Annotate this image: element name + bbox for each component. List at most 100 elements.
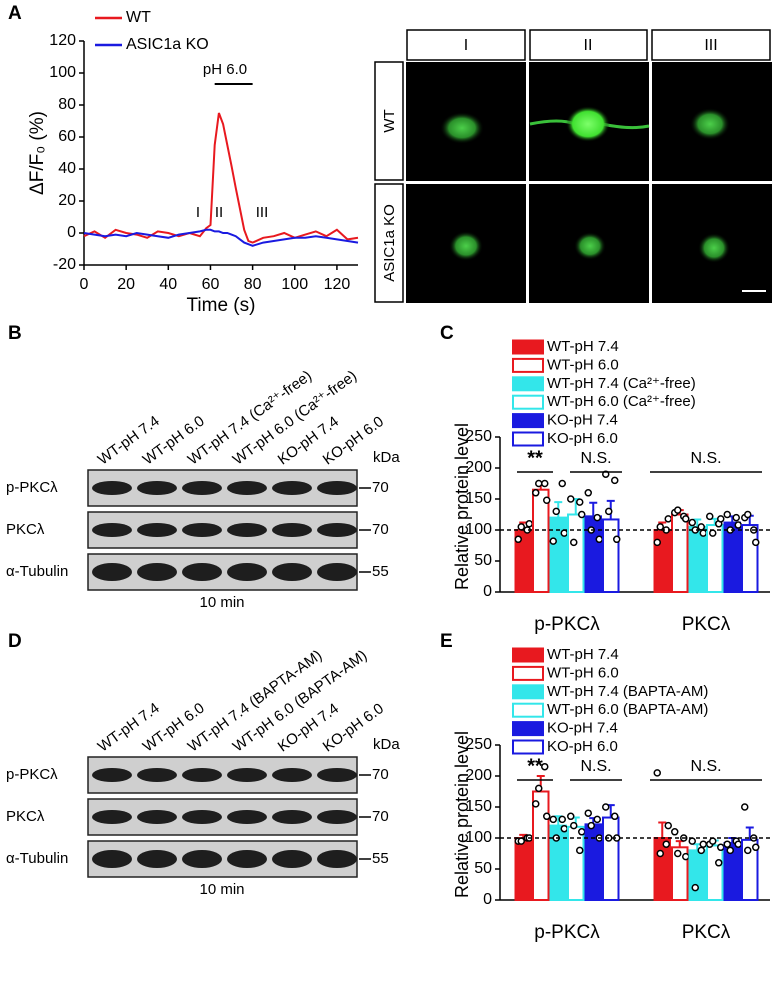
- column-header: II: [584, 37, 593, 54]
- data-point: [744, 510, 752, 519]
- data-point: [567, 495, 575, 503]
- y-tick-label: 50: [474, 860, 492, 877]
- blot-band: [92, 481, 132, 495]
- x-tick-label: PKCλ: [682, 614, 731, 635]
- blot-band: [137, 850, 177, 868]
- x-tick-label: 100: [281, 276, 308, 293]
- legend-swatch: [512, 339, 544, 355]
- blot-band: [92, 523, 132, 537]
- data-point: [549, 815, 557, 824]
- data-point: [595, 535, 603, 544]
- bar: [602, 816, 620, 901]
- mw-marker: 70: [372, 521, 389, 538]
- data-point: [611, 476, 619, 485]
- blot-band: [272, 563, 312, 581]
- panel-label: B: [8, 323, 22, 344]
- x-tick-label: 120: [324, 276, 351, 293]
- data-point: [570, 821, 578, 830]
- y-axis-label: ΔF/F₀ (%): [27, 111, 48, 195]
- micrographs: I II III WT ASIC1a KO: [374, 29, 772, 303]
- bar: [549, 516, 567, 593]
- data-point: [664, 821, 672, 830]
- bar: [532, 790, 550, 901]
- data-point: [699, 529, 707, 537]
- data-point: [682, 515, 690, 523]
- data-point: [613, 535, 621, 544]
- data-point: [578, 510, 586, 519]
- y-tick-label: -20: [53, 256, 76, 273]
- row-header: ASIC1a KO: [381, 204, 398, 282]
- row-header-box: [374, 61, 404, 181]
- legend-swatch: [512, 721, 544, 737]
- data-point: [535, 479, 543, 488]
- legend-swatch: [512, 702, 544, 718]
- data-point: [744, 846, 752, 855]
- legend-swatch: [512, 647, 544, 663]
- data-point: [560, 529, 568, 537]
- series-line: [83, 112, 359, 244]
- data-point: [514, 535, 522, 544]
- annotation: I: [196, 204, 200, 221]
- x-tick-label: p-PKCλ: [534, 614, 600, 635]
- data-point: [723, 510, 731, 519]
- blot-band: [92, 810, 132, 824]
- data-point: [517, 837, 525, 845]
- data-point: [709, 837, 717, 845]
- cell: [698, 233, 730, 263]
- column-header-box: [529, 29, 648, 61]
- legend-label: ASIC1a KO: [126, 36, 209, 53]
- data-point: [656, 523, 664, 531]
- mw-marker: 70: [372, 808, 389, 825]
- blot-band: [137, 810, 177, 824]
- blot-band: [182, 523, 222, 537]
- annotation: III: [256, 204, 269, 221]
- blot-strip: [87, 798, 358, 836]
- row-label: p-PKCλ: [6, 766, 58, 783]
- data-point: [560, 824, 568, 833]
- data-point: [587, 821, 595, 830]
- cell: [574, 232, 606, 260]
- data-point: [697, 846, 705, 855]
- y-tick-label: 250: [465, 428, 492, 445]
- row-label: α-Tubulin: [6, 850, 68, 867]
- y-tick-label: 40: [58, 160, 76, 177]
- legend-label: KO-pH 6.0: [547, 738, 618, 755]
- cell: [566, 106, 610, 142]
- blot-band: [92, 850, 132, 868]
- mw-unit: kDa: [373, 449, 400, 466]
- blot-strip: [87, 553, 358, 591]
- mw-marker: 70: [372, 479, 389, 496]
- data-point: [532, 800, 540, 808]
- blot-caption: 10 min: [199, 881, 244, 898]
- data-point: [576, 498, 584, 506]
- significance-label: N.S.: [580, 758, 611, 775]
- y-tick-label: 200: [465, 767, 492, 784]
- y-tick-label: 0: [67, 224, 76, 241]
- column-header-box: [651, 29, 771, 61]
- significance-label: **: [527, 447, 543, 469]
- y-tick-label: 200: [465, 459, 492, 476]
- legend-swatch: [512, 357, 544, 373]
- data-point: [671, 828, 679, 836]
- bar: [688, 849, 706, 902]
- y-tick-label: 150: [465, 490, 492, 507]
- panel-label: D: [8, 631, 22, 652]
- x-tick-label: 60: [202, 276, 220, 293]
- blot-band: [137, 563, 177, 581]
- data-point: [717, 843, 725, 852]
- x-tick-label: 20: [117, 276, 135, 293]
- row-header-box: [374, 183, 404, 303]
- y-tick-label: 20: [58, 192, 76, 209]
- y-tick-label: 100: [465, 521, 492, 538]
- bar: [671, 513, 689, 593]
- blot-band: [317, 768, 357, 782]
- annotation: II: [215, 204, 223, 221]
- row-label: PKCλ: [6, 521, 45, 538]
- blot-strip: [87, 511, 358, 549]
- panel-label: C: [440, 323, 454, 344]
- significance-label: N.S.: [690, 450, 721, 467]
- blot-band: [137, 481, 177, 495]
- data-point: [602, 803, 610, 811]
- blot-band: [272, 523, 312, 537]
